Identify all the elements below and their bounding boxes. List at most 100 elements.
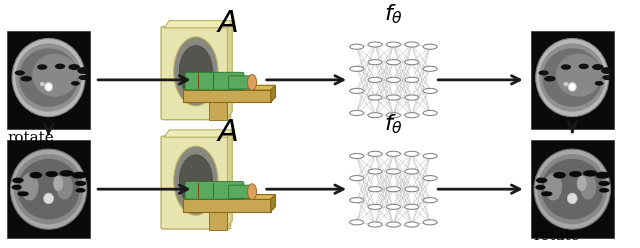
Ellipse shape bbox=[564, 82, 568, 86]
Bar bbox=[198, 183, 199, 198]
Ellipse shape bbox=[541, 191, 552, 196]
Circle shape bbox=[387, 151, 401, 156]
Ellipse shape bbox=[76, 188, 86, 193]
Circle shape bbox=[404, 95, 419, 100]
Ellipse shape bbox=[579, 63, 589, 69]
FancyBboxPatch shape bbox=[228, 76, 253, 89]
Polygon shape bbox=[183, 195, 275, 199]
Ellipse shape bbox=[601, 67, 614, 74]
Circle shape bbox=[368, 95, 382, 100]
Text: $f_{\theta}$: $f_{\theta}$ bbox=[384, 3, 403, 26]
Ellipse shape bbox=[40, 82, 45, 86]
Ellipse shape bbox=[10, 149, 87, 229]
Circle shape bbox=[423, 154, 437, 158]
Polygon shape bbox=[271, 195, 275, 212]
Ellipse shape bbox=[174, 146, 218, 215]
Circle shape bbox=[368, 204, 382, 209]
Text: $\mathit{A}$: $\mathit{A}$ bbox=[216, 8, 239, 39]
Ellipse shape bbox=[535, 185, 545, 190]
Ellipse shape bbox=[599, 188, 609, 193]
Ellipse shape bbox=[248, 184, 257, 199]
Ellipse shape bbox=[179, 155, 212, 207]
Ellipse shape bbox=[15, 43, 82, 112]
Ellipse shape bbox=[12, 38, 85, 117]
Circle shape bbox=[349, 176, 364, 181]
Bar bbox=[7, 140, 90, 238]
Circle shape bbox=[387, 95, 401, 100]
Ellipse shape bbox=[542, 48, 602, 107]
Ellipse shape bbox=[79, 75, 89, 80]
Ellipse shape bbox=[174, 37, 218, 106]
FancyBboxPatch shape bbox=[228, 185, 253, 198]
Bar bbox=[212, 183, 214, 198]
Ellipse shape bbox=[561, 64, 571, 70]
Circle shape bbox=[404, 42, 419, 47]
Ellipse shape bbox=[539, 43, 605, 112]
Ellipse shape bbox=[179, 46, 212, 97]
Ellipse shape bbox=[13, 154, 83, 224]
Circle shape bbox=[404, 186, 419, 192]
Ellipse shape bbox=[20, 76, 32, 82]
Circle shape bbox=[368, 151, 382, 156]
Circle shape bbox=[423, 88, 437, 93]
Ellipse shape bbox=[44, 193, 54, 204]
Ellipse shape bbox=[45, 84, 51, 90]
Ellipse shape bbox=[17, 191, 29, 196]
Circle shape bbox=[387, 42, 401, 47]
Circle shape bbox=[423, 44, 437, 49]
Ellipse shape bbox=[15, 70, 25, 75]
Ellipse shape bbox=[20, 173, 38, 201]
Ellipse shape bbox=[568, 82, 577, 91]
Ellipse shape bbox=[544, 173, 562, 201]
Text: rotate: rotate bbox=[534, 229, 580, 243]
Ellipse shape bbox=[77, 67, 90, 74]
Circle shape bbox=[349, 220, 364, 225]
Circle shape bbox=[387, 113, 401, 118]
Circle shape bbox=[349, 198, 364, 203]
Circle shape bbox=[368, 186, 382, 192]
Ellipse shape bbox=[570, 84, 575, 90]
Circle shape bbox=[404, 113, 419, 118]
Circle shape bbox=[387, 77, 401, 82]
Ellipse shape bbox=[541, 159, 604, 219]
Ellipse shape bbox=[538, 154, 607, 224]
Ellipse shape bbox=[71, 81, 80, 86]
Ellipse shape bbox=[534, 149, 611, 229]
Circle shape bbox=[368, 60, 382, 65]
Ellipse shape bbox=[19, 48, 79, 107]
Ellipse shape bbox=[72, 172, 87, 179]
FancyBboxPatch shape bbox=[161, 136, 230, 229]
Ellipse shape bbox=[536, 178, 547, 183]
Circle shape bbox=[368, 169, 382, 174]
Ellipse shape bbox=[538, 70, 548, 75]
Ellipse shape bbox=[536, 38, 609, 117]
Text: rotate: rotate bbox=[7, 131, 54, 145]
FancyBboxPatch shape bbox=[185, 72, 244, 90]
Circle shape bbox=[387, 222, 401, 227]
Text: $\mathit{A}$: $\mathit{A}$ bbox=[216, 117, 239, 148]
Ellipse shape bbox=[248, 74, 257, 90]
Ellipse shape bbox=[44, 82, 52, 91]
Circle shape bbox=[368, 77, 382, 82]
Circle shape bbox=[423, 66, 437, 71]
Ellipse shape bbox=[29, 172, 42, 179]
Ellipse shape bbox=[553, 172, 566, 179]
Ellipse shape bbox=[556, 54, 602, 97]
Polygon shape bbox=[271, 85, 275, 102]
Ellipse shape bbox=[45, 171, 58, 177]
Circle shape bbox=[387, 204, 401, 209]
Ellipse shape bbox=[55, 63, 65, 69]
Bar bbox=[183, 90, 271, 102]
Circle shape bbox=[349, 88, 364, 93]
Ellipse shape bbox=[602, 75, 612, 80]
Circle shape bbox=[349, 66, 364, 71]
Ellipse shape bbox=[592, 64, 604, 70]
Circle shape bbox=[423, 110, 437, 116]
Ellipse shape bbox=[544, 76, 556, 82]
Ellipse shape bbox=[75, 181, 86, 186]
Bar bbox=[531, 31, 614, 129]
Polygon shape bbox=[183, 85, 275, 90]
Circle shape bbox=[404, 222, 419, 227]
Circle shape bbox=[349, 110, 364, 116]
Bar bbox=[209, 212, 227, 230]
